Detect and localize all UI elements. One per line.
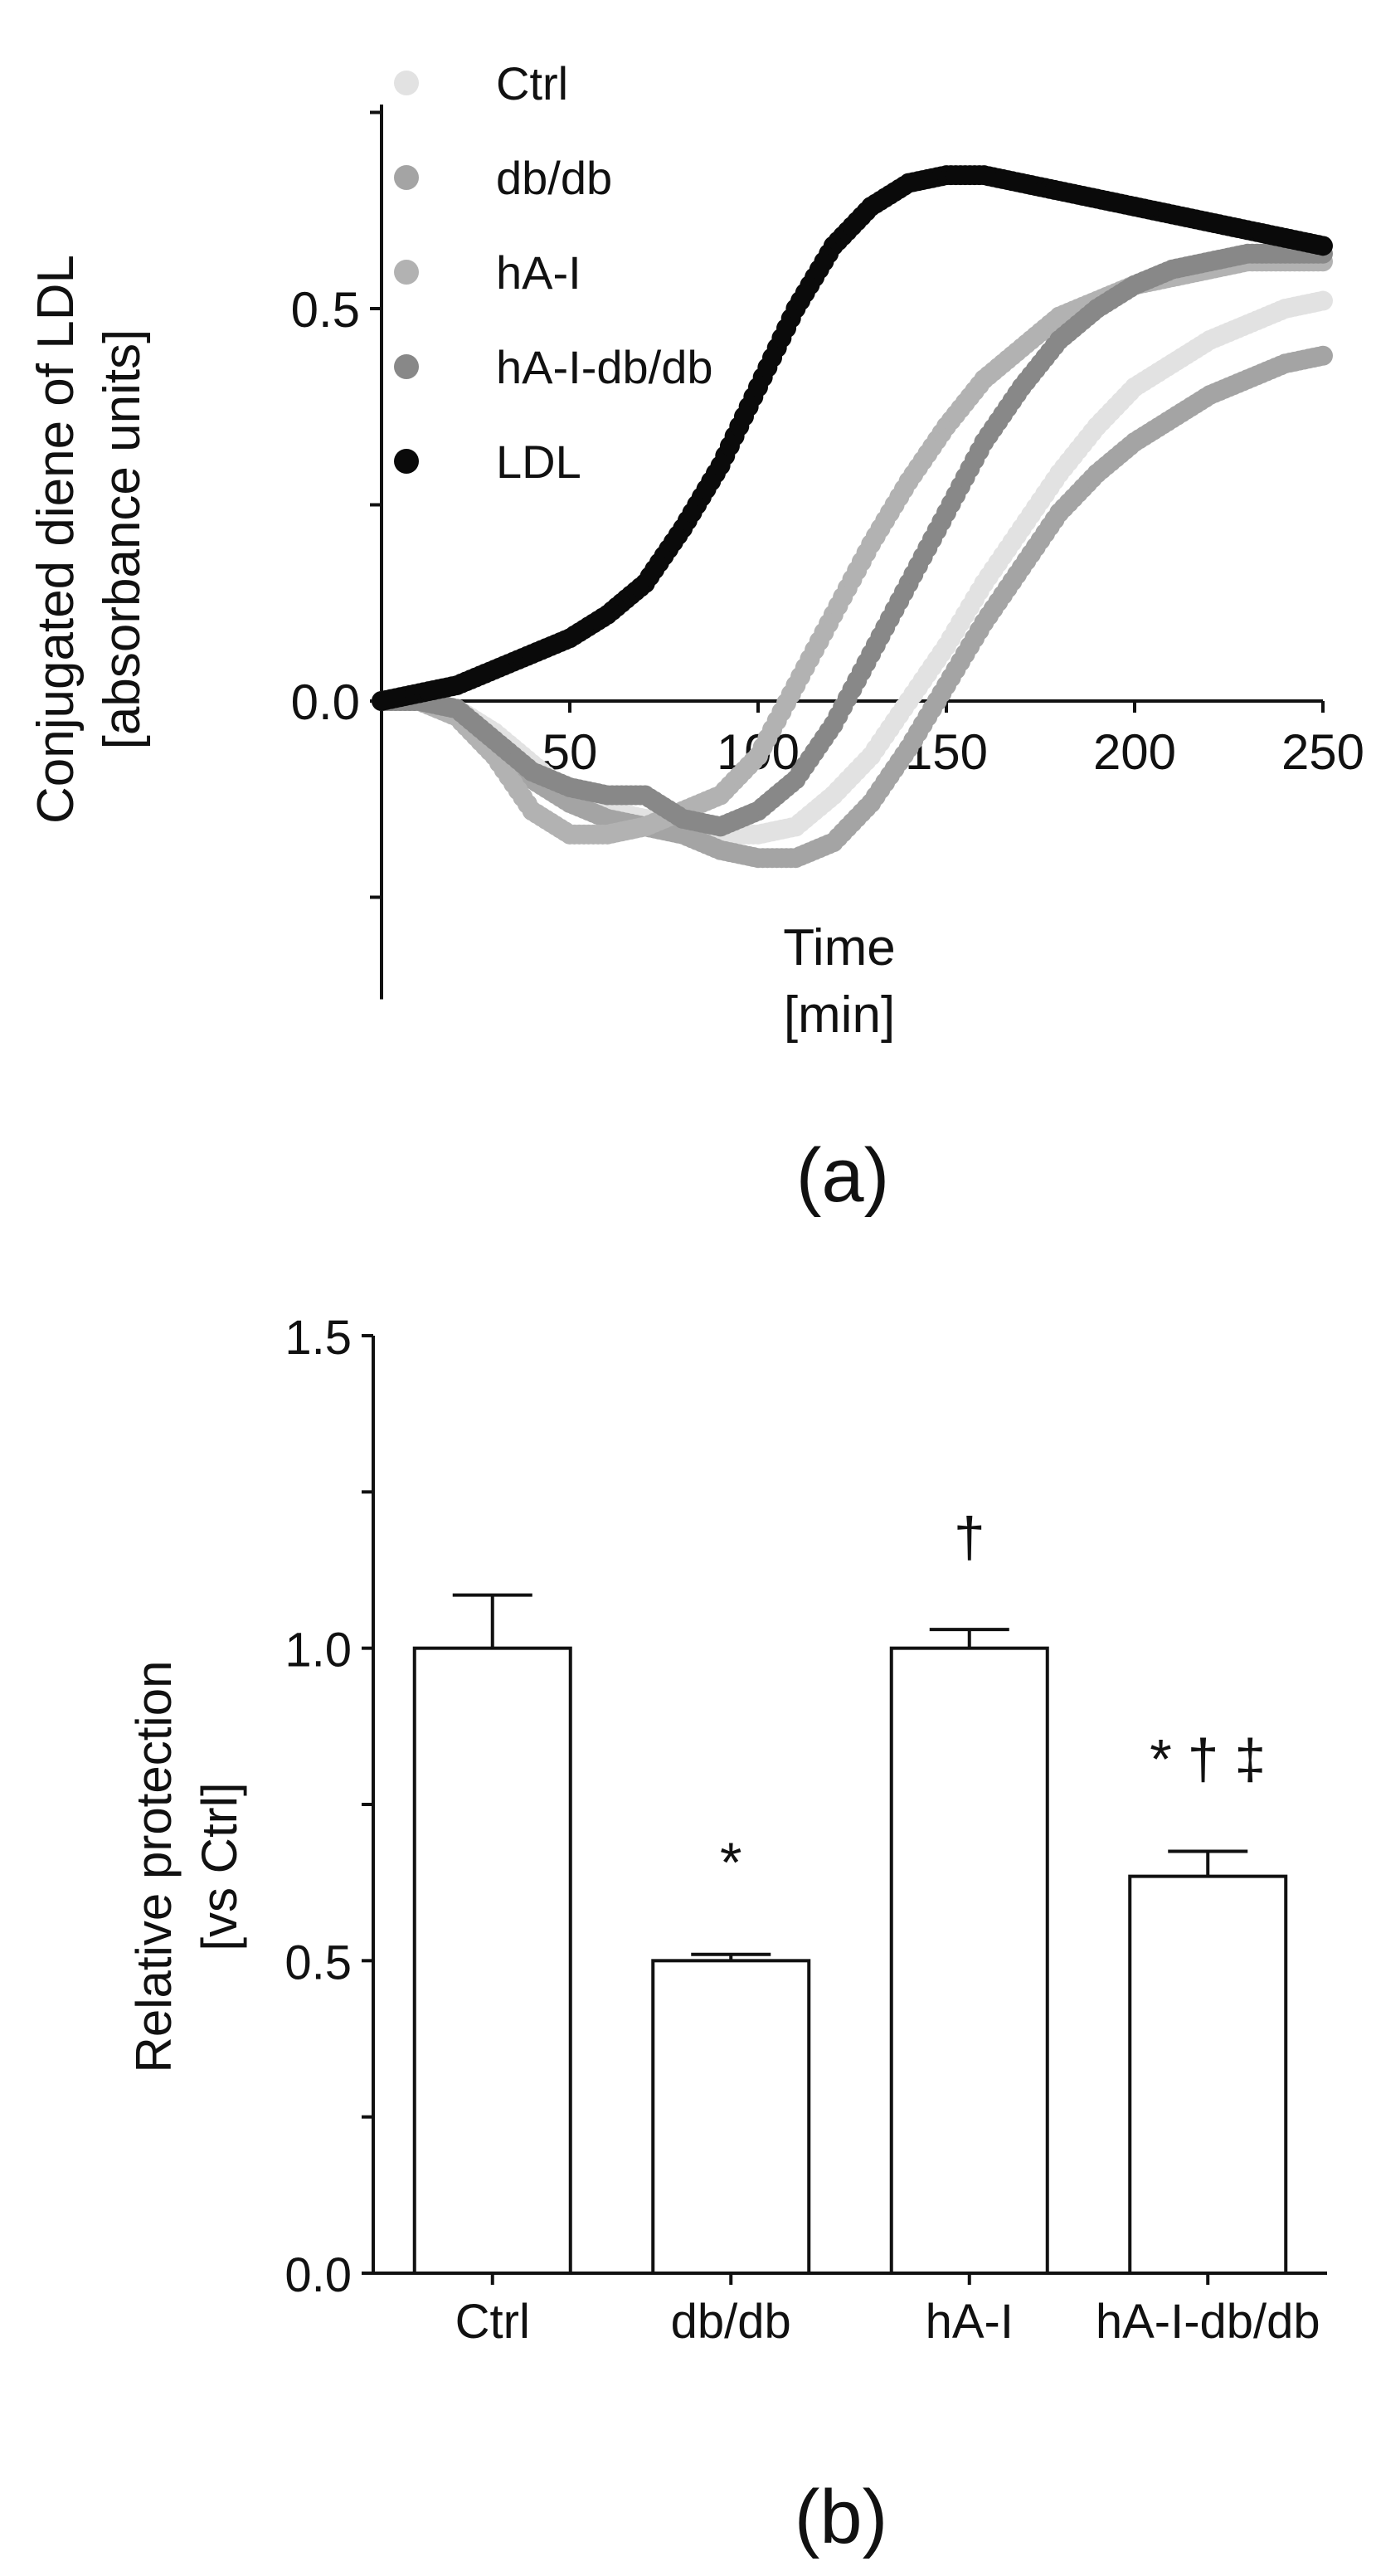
x-tick-label: hA-I-db/db [1096,2295,1320,2349]
y-axis-label: Relative protection [126,1661,182,2073]
x-axis-unit: [min] [784,986,895,1044]
x-tick-label: 250 [1281,724,1364,780]
legend-label: hA-I [496,246,581,299]
legend: Ctrl db/db hA-I hA-I-db/db LDL [394,57,713,488]
legend-label: db/db [496,152,612,204]
x-axis-label: Time [783,919,895,976]
chart-a: 0.00.550100150200250 Ctrldb/dbhA-IhA-I-d… [27,57,1364,1218]
legend-marker [394,449,419,474]
significance-annotation: † [954,1506,985,1569]
significance-annotation: * [720,1831,741,1894]
legend-label: hA-I-db/db [496,341,713,393]
series-ldl [372,165,1333,711]
y-tick-label: 0.5 [284,1936,352,1989]
data-point [1313,345,1333,366]
bars-layer: * † * † ‡ [412,1506,1288,2276]
legend-marker [394,165,419,190]
y-axis-unit: [vs Ctrl] [192,1782,247,1950]
data-point [1313,236,1333,256]
y-tick-label: 1.0 [284,1624,352,1678]
tick-labels: 0.0 0.5 1.0 1.5 Ctrl db/db hA-I hA-I-db/db [284,1311,1320,2349]
bar [1128,1874,1288,2276]
y-axis-unit: [absorbance units] [94,329,151,750]
bar-group-ha-i-db-db: * † ‡ [1128,1728,1288,2276]
legend-marker [394,354,419,379]
x-tick-label: Ctrl [455,2295,530,2349]
panel-label-b: (b) [795,2475,887,2559]
y-tick-label: 1.5 [284,1311,352,1365]
bar-group-ctrl [412,1593,572,2275]
bar [412,1646,572,2275]
significance-annotation: * † ‡ [1150,1728,1266,1791]
legend-marker [394,71,419,95]
y-axis-label: Conjugated diene of LDL [27,255,85,824]
bar [889,1646,1049,2275]
bar-group-db-db: * [651,1831,811,2275]
legend-marker [394,260,419,285]
legend-label: LDL [496,436,581,488]
y-tick-label: 0.0 [291,674,360,730]
bar-group-ha-i: † [889,1506,1049,2275]
x-tick-label: hA-I [926,2295,1014,2349]
bar [651,1959,811,2275]
series-ha-i-db-db [372,243,1333,837]
x-tick-label: 200 [1093,724,1176,780]
tick-labels: 0.00.550100150200250 [291,282,1364,780]
x-tick-label: db/db [671,2295,791,2349]
panel-label-a: (a) [796,1133,889,1218]
y-tick-label: 0.0 [284,2248,352,2302]
data-point [1313,290,1333,311]
chart-b: 0.0 0.5 1.0 1.5 Ctrl db/db hA-I hA-I-db/db * † * … [126,1311,1327,2559]
series-layer [372,165,1333,869]
legend-label: Ctrl [496,57,568,110]
y-tick-label: 0.5 [291,282,360,338]
